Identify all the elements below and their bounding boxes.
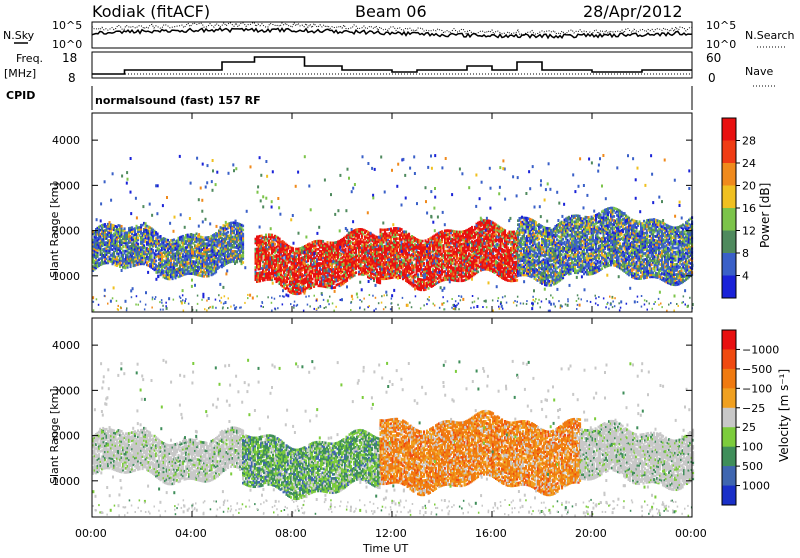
freq-tick-low: 8 bbox=[68, 71, 76, 85]
noise-tick-high-right: 10^5 bbox=[706, 19, 736, 32]
heatmap-cell bbox=[155, 260, 157, 263]
power-heatmap bbox=[92, 154, 694, 312]
station-title: Kodiak (fitACF) bbox=[92, 2, 210, 21]
heatmap-cell bbox=[196, 233, 198, 236]
freq-unit: [MHz] bbox=[4, 67, 36, 80]
beam-title: Beam 06 bbox=[355, 2, 427, 21]
heatmap-cell bbox=[109, 221, 111, 224]
heatmap-cell bbox=[417, 273, 419, 276]
cpid-value: normalsound (fast) 157 RF bbox=[95, 94, 261, 107]
noise-lines bbox=[92, 22, 692, 38]
freq-lines bbox=[92, 57, 692, 74]
heatmap-cell bbox=[157, 233, 159, 236]
heatmap-cell bbox=[242, 225, 244, 228]
heatmap-cell bbox=[408, 233, 410, 236]
heatmap-cell bbox=[422, 240, 424, 243]
heatmap-cell bbox=[292, 247, 294, 250]
heatmap-cell bbox=[242, 233, 244, 236]
cpid-label: CPID bbox=[6, 89, 35, 102]
heatmap-cell bbox=[191, 246, 193, 249]
heatmap-cell bbox=[137, 243, 139, 246]
heatmap-cell bbox=[274, 243, 276, 246]
freq-series bbox=[92, 57, 692, 74]
heatmap-cell bbox=[124, 227, 126, 230]
heatmap-cell bbox=[345, 248, 347, 251]
heatmap-cell bbox=[443, 244, 445, 247]
heatmap-cell bbox=[271, 234, 273, 237]
heatmap-cell bbox=[279, 238, 281, 241]
noise-tick-low-right: 10^0 bbox=[706, 38, 736, 51]
heatmap-cell bbox=[376, 236, 378, 239]
nave-label: Nave bbox=[745, 65, 773, 78]
nave-tick-low: 0 bbox=[708, 71, 716, 85]
freq-tick-high: 18 bbox=[62, 51, 77, 65]
heatmap-cell bbox=[477, 271, 479, 274]
heatmap-cell bbox=[411, 262, 413, 265]
nave-tick-high: 60 bbox=[706, 51, 721, 65]
heatmap-cell bbox=[235, 220, 237, 223]
nsky-label: N.Sky bbox=[3, 29, 35, 42]
heatmap-cell bbox=[322, 240, 324, 243]
heatmap-cell bbox=[227, 231, 229, 234]
heatmap-cell bbox=[242, 261, 244, 264]
heatmap-cell bbox=[312, 278, 314, 281]
heatmap-cell bbox=[160, 235, 162, 238]
noise-tick-low-left: 10^0 bbox=[52, 38, 82, 51]
heatmap-cell bbox=[405, 231, 407, 234]
heatmap-cell bbox=[242, 229, 244, 232]
heatmap-cell bbox=[334, 286, 336, 289]
heatmap-cell bbox=[145, 222, 147, 225]
heatmap-cell bbox=[410, 279, 412, 282]
heatmap-cell bbox=[265, 234, 267, 237]
nsky-series bbox=[92, 28, 692, 38]
heatmap-cell bbox=[327, 241, 329, 244]
heatmap-cell bbox=[152, 249, 154, 252]
freq-label: Freq. bbox=[16, 52, 43, 65]
noise-panel bbox=[92, 22, 692, 48]
heatmap-cell bbox=[121, 225, 123, 228]
noise-tick-high-left: 10^5 bbox=[52, 19, 82, 32]
nsearch-label: N.Search bbox=[745, 29, 795, 42]
heatmap-cell bbox=[137, 237, 139, 240]
heatmap-cell bbox=[401, 228, 403, 231]
heatmap-cell bbox=[376, 269, 378, 272]
heatmap-cell bbox=[423, 262, 425, 265]
heatmap-cell bbox=[471, 226, 473, 229]
heatmap-cell bbox=[355, 271, 357, 274]
heatmap-cell bbox=[428, 287, 430, 290]
date-title: 28/Apr/2012 bbox=[583, 2, 683, 21]
